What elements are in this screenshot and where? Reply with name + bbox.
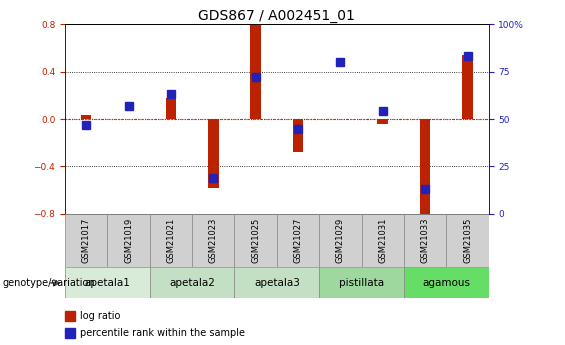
- Text: percentile rank within the sample: percentile rank within the sample: [80, 328, 245, 338]
- Text: GSM21029: GSM21029: [336, 218, 345, 263]
- Text: GSM21017: GSM21017: [82, 218, 90, 263]
- Bar: [404, 214, 446, 267]
- Text: GSM21025: GSM21025: [251, 218, 260, 263]
- Bar: [65, 310, 75, 321]
- Text: apetala2: apetala2: [169, 278, 215, 288]
- Bar: [462, 55, 473, 119]
- Bar: [234, 267, 319, 298]
- Text: apetala1: apetala1: [84, 278, 131, 288]
- Bar: [150, 267, 234, 298]
- Text: GSM21033: GSM21033: [421, 218, 429, 263]
- Bar: [250, 24, 261, 119]
- Bar: [362, 214, 404, 267]
- Bar: [81, 116, 92, 119]
- Bar: [234, 214, 277, 267]
- Text: log ratio: log ratio: [80, 311, 120, 321]
- Text: pistillata: pistillata: [339, 278, 384, 288]
- Text: GSM21019: GSM21019: [124, 218, 133, 263]
- Bar: [420, 119, 431, 216]
- Text: GSM21023: GSM21023: [209, 218, 218, 263]
- Title: GDS867 / A002451_01: GDS867 / A002451_01: [198, 9, 355, 23]
- Bar: [65, 214, 107, 267]
- Bar: [277, 214, 319, 267]
- Text: GSM21031: GSM21031: [379, 218, 387, 263]
- Bar: [404, 267, 489, 298]
- Bar: [319, 214, 362, 267]
- Text: GSM21027: GSM21027: [294, 218, 302, 263]
- Bar: [65, 328, 75, 338]
- Bar: [208, 119, 219, 188]
- Text: GSM21035: GSM21035: [463, 218, 472, 263]
- Text: apetala3: apetala3: [254, 278, 300, 288]
- Bar: [192, 214, 234, 267]
- Text: agamous: agamous: [423, 278, 470, 288]
- Bar: [150, 214, 192, 267]
- Bar: [319, 267, 404, 298]
- Text: GSM21021: GSM21021: [167, 218, 175, 263]
- Text: genotype/variation: genotype/variation: [3, 278, 95, 288]
- Bar: [166, 98, 176, 119]
- Bar: [107, 214, 150, 267]
- Bar: [446, 214, 489, 267]
- Bar: [65, 267, 150, 298]
- Bar: [377, 119, 388, 124]
- Bar: [293, 119, 303, 152]
